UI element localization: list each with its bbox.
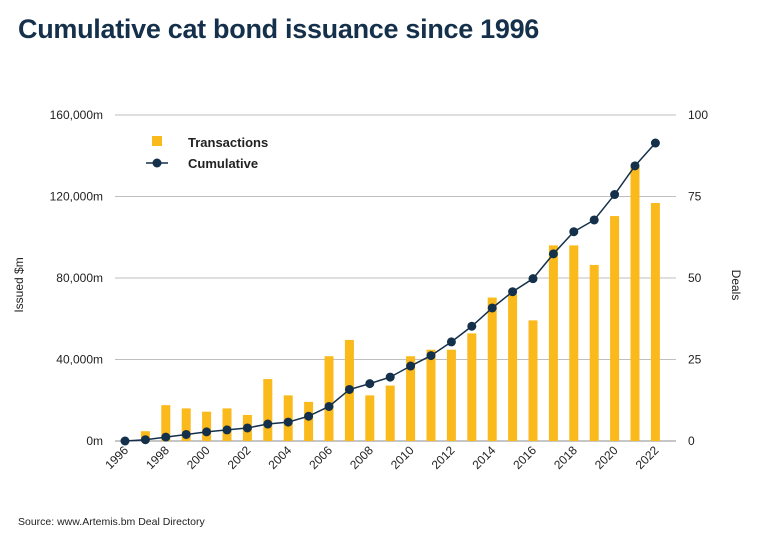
y-left-tick-label: 40,000m xyxy=(56,353,103,367)
x-tick-label: 2022 xyxy=(633,443,662,472)
cumulative-point xyxy=(630,161,640,171)
x-tick-label: 2002 xyxy=(225,443,254,472)
y-right-tick-label: 50 xyxy=(688,271,702,285)
cumulative-point xyxy=(426,351,436,361)
bar xyxy=(304,401,314,441)
bar xyxy=(202,411,212,441)
bar xyxy=(385,385,395,441)
cumulative-point xyxy=(324,401,334,411)
cumulative-point xyxy=(385,372,395,382)
y-right-tick-label: 0 xyxy=(688,434,695,448)
bar xyxy=(365,395,375,441)
y-right-tick-label: 100 xyxy=(688,108,708,122)
x-tick-label: 2018 xyxy=(551,443,580,472)
cumulative-point xyxy=(242,423,252,433)
y-left-tick-label: 160,000m xyxy=(50,108,103,122)
x-tick-label: 2012 xyxy=(429,443,458,472)
cumulative-point xyxy=(406,361,416,371)
cumulative-point xyxy=(283,417,293,427)
cumulative-point xyxy=(161,432,171,442)
line-series xyxy=(120,138,660,446)
cumulative-point xyxy=(344,384,354,394)
y-left-tick-label: 80,000m xyxy=(56,271,103,285)
x-tick-label: 1996 xyxy=(102,443,131,472)
x-tick-label: 2020 xyxy=(592,443,621,472)
cumulative-point xyxy=(467,321,477,331)
bar xyxy=(589,264,599,441)
bar xyxy=(161,405,171,441)
cumulative-point xyxy=(140,435,150,445)
bar xyxy=(508,294,518,441)
cumulative-point xyxy=(487,303,497,313)
cumulative-point xyxy=(263,419,273,429)
cumulative-point xyxy=(569,227,579,237)
cumulative-point xyxy=(508,287,518,297)
cumulative-point xyxy=(650,138,660,148)
legend-label-transactions: Transactions xyxy=(188,135,268,150)
y-left-tick-label: 0m xyxy=(86,434,103,448)
legend-label-cumulative: Cumulative xyxy=(188,156,258,171)
bar xyxy=(222,408,232,441)
x-tick-label: 2008 xyxy=(347,443,376,472)
bar xyxy=(548,245,558,441)
cumulative-point xyxy=(528,274,538,284)
cumulative-point xyxy=(446,337,456,347)
bar xyxy=(528,320,538,441)
legend-swatch-cumulative-marker xyxy=(152,158,162,168)
bar xyxy=(446,349,456,441)
bar xyxy=(467,333,477,441)
cumulative-point xyxy=(222,425,232,435)
x-tick-label: 2004 xyxy=(266,443,295,472)
bar xyxy=(406,356,416,441)
x-tick-label: 2010 xyxy=(388,443,417,472)
cumulative-point xyxy=(202,427,212,437)
cumulative-point xyxy=(548,249,558,259)
chart-title: Cumulative cat bond issuance since 1996 xyxy=(18,14,540,44)
y-left-tick-label: 120,000m xyxy=(50,190,103,204)
bar xyxy=(426,349,436,441)
bar-series xyxy=(140,167,660,441)
source-note: Source: www.Artemis.bm Deal Directory xyxy=(18,516,205,528)
legend: Transactions Cumulative xyxy=(146,135,268,171)
bar xyxy=(630,167,640,441)
y-right-tick-label: 75 xyxy=(688,190,702,204)
bar xyxy=(487,297,497,441)
cumulative-point xyxy=(589,215,599,225)
cumulative-point xyxy=(120,436,130,446)
bar xyxy=(569,245,579,441)
bar xyxy=(181,408,191,441)
legend-swatch-transactions xyxy=(152,136,162,146)
cumulative-point xyxy=(610,190,620,200)
x-tick-label: 2006 xyxy=(306,443,335,472)
bar xyxy=(610,216,620,441)
cumulative-point xyxy=(304,411,314,421)
cumulative-point xyxy=(365,379,375,389)
bar xyxy=(650,203,660,441)
y-right-axis-label: Deals xyxy=(729,270,743,301)
y-left-axis-label: Issued $m xyxy=(12,257,26,312)
x-tick-label: 2014 xyxy=(470,443,499,472)
cumulative-point xyxy=(181,429,191,439)
y-right-tick-label: 25 xyxy=(688,353,702,367)
x-tick-label: 1998 xyxy=(143,443,172,472)
bar xyxy=(263,379,273,441)
x-tick-label: 2000 xyxy=(184,443,213,472)
x-tick-label: 2016 xyxy=(510,443,539,472)
bar xyxy=(324,356,334,441)
